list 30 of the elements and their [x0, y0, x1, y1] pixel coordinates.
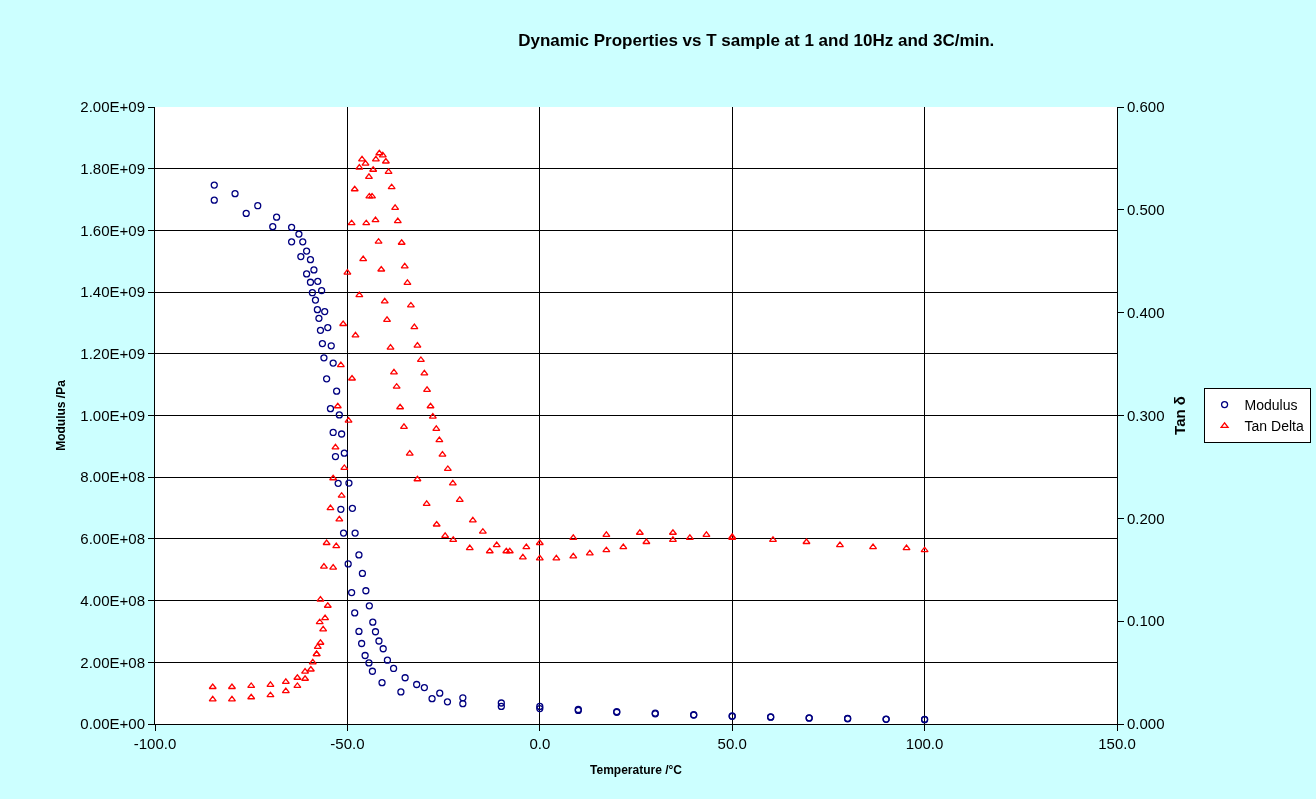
y-tick-label: 1.00E+09 — [80, 406, 145, 424]
y2-axis-title: Tan δ — [1170, 396, 1188, 435]
y2-tick-label: 0.000 — [1127, 715, 1165, 733]
x-tick-label: -50.0 — [330, 735, 365, 752]
y-tick-label: 4.00E+08 — [80, 591, 145, 609]
legend-label: Tan Delta — [1244, 418, 1304, 435]
y-tick-label: 2.00E+09 — [80, 98, 145, 116]
chart-title: Dynamic Properties vs T sample at 1 and 10Hz and 3C/min. — [518, 30, 995, 50]
x-tick-label: 150.0 — [1098, 735, 1136, 752]
y-tick-label: 1.40E+09 — [80, 283, 145, 301]
y2-tick-label: 0.200 — [1127, 509, 1165, 527]
y-tick-label: 0.00E+00 — [80, 715, 145, 733]
y-axis-title: Modulus /Pa — [53, 379, 68, 451]
y-tick-label: 1.80E+09 — [80, 159, 145, 177]
x-axis-title: Temperature /°C — [590, 762, 683, 777]
y-tick-label: 8.00E+08 — [80, 468, 145, 486]
y-tick-label: 1.20E+09 — [80, 345, 145, 363]
x-tick-label: 100.0 — [905, 735, 944, 752]
y2-tick-label: 0.600 — [1127, 98, 1165, 116]
y-tick-label: 1.60E+09 — [80, 221, 145, 239]
y2-tick-label: 0.500 — [1127, 201, 1165, 219]
x-tick-label: 50.0 — [717, 735, 747, 752]
y-tick-label: 2.00E+08 — [80, 653, 145, 671]
y-tick-label: 6.00E+08 — [80, 530, 145, 548]
x-tick-label: -100.0 — [133, 735, 177, 752]
y2-tick-label: 0.400 — [1127, 303, 1165, 321]
y2-tick-label: 0.100 — [1127, 612, 1165, 630]
legend-label: Modulus — [1244, 397, 1298, 414]
y2-tick-label: 0.300 — [1127, 406, 1165, 424]
x-tick-label: 0.0 — [529, 735, 551, 752]
